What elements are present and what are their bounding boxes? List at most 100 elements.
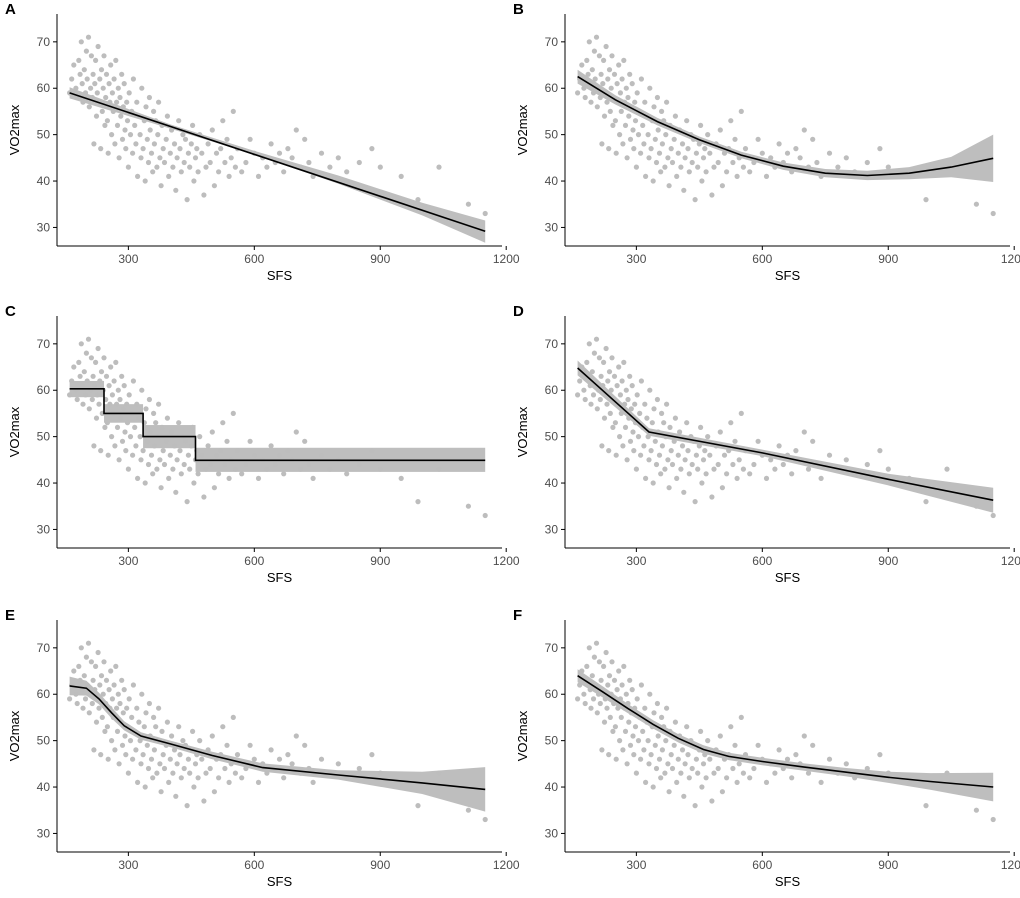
- data-point: [593, 34, 600, 40]
- data-point: [197, 434, 203, 440]
- data-point: [268, 141, 274, 147]
- data-point: [645, 434, 651, 440]
- data-point: [684, 724, 690, 730]
- data-point: [101, 53, 107, 59]
- data-point: [590, 696, 597, 702]
- panel-e: E 300 600 900 1200 30 40 50 60 70 SFS VO2max: [5, 607, 520, 889]
- data-point: [591, 654, 598, 660]
- data-point: [843, 155, 849, 161]
- data-point: [82, 90, 89, 96]
- data-point: [724, 169, 730, 175]
- data-point: [776, 443, 782, 449]
- data-point: [826, 150, 833, 156]
- data-point: [89, 396, 95, 403]
- data-point: [588, 99, 594, 105]
- data-point: [106, 383, 112, 389]
- data-point: [136, 719, 142, 725]
- fit-line: [577, 75, 994, 177]
- data-point: [592, 76, 598, 82]
- data-point: [590, 90, 597, 96]
- data-point: [596, 355, 603, 361]
- data-point: [281, 471, 287, 477]
- data-point: [174, 457, 180, 463]
- data-point: [126, 696, 132, 702]
- data-point: [642, 401, 648, 407]
- data-point: [137, 434, 143, 440]
- data-point: [96, 705, 102, 711]
- x-tick-label: 300: [118, 858, 138, 872]
- confidence-ribbon: [577, 69, 994, 182]
- data-point: [678, 466, 684, 472]
- data-point: [84, 76, 90, 82]
- data-point: [626, 415, 632, 421]
- data-point: [864, 765, 870, 772]
- data-point: [243, 159, 249, 166]
- data-point: [625, 396, 631, 403]
- data-point: [228, 761, 234, 767]
- panel-a: A 300 600 900 1200 30 40 50 60 70 SFS VO2max: [5, 1, 520, 283]
- data-point: [157, 457, 163, 463]
- data-point: [810, 136, 816, 142]
- data-point: [681, 489, 687, 495]
- data-point: [144, 742, 150, 748]
- data-point: [103, 677, 110, 683]
- data-point: [190, 728, 196, 735]
- data-point: [852, 775, 858, 781]
- data-point: [293, 127, 299, 133]
- data-point: [154, 770, 160, 776]
- data-point: [674, 173, 680, 179]
- data-point: [648, 448, 654, 454]
- data-point: [93, 359, 99, 365]
- data-point: [631, 448, 637, 454]
- data-point: [71, 62, 77, 68]
- data-point: [84, 682, 90, 688]
- data-point: [703, 775, 709, 781]
- data-point: [597, 700, 603, 707]
- data-point: [715, 461, 721, 468]
- data-point: [255, 779, 262, 786]
- data-point: [711, 770, 717, 776]
- data-point: [604, 99, 610, 105]
- data-point: [759, 150, 765, 156]
- data-point: [88, 85, 94, 91]
- data-point: [98, 752, 104, 758]
- data-point: [582, 396, 588, 403]
- data-point: [160, 146, 166, 152]
- data-point: [195, 775, 201, 781]
- data-point: [129, 714, 135, 721]
- data-point: [211, 183, 217, 189]
- data-point: [140, 448, 146, 454]
- data-point: [681, 187, 687, 193]
- data-point: [629, 687, 635, 693]
- data-point: [618, 714, 624, 721]
- data-point: [601, 113, 608, 119]
- data-point: [157, 155, 163, 161]
- data-point: [692, 499, 698, 505]
- data-point: [188, 141, 194, 147]
- data-point: [194, 146, 200, 152]
- data-point: [465, 503, 471, 509]
- data-point: [633, 770, 640, 776]
- data-point: [577, 682, 583, 688]
- data-point: [864, 159, 870, 166]
- data-point: [281, 775, 287, 781]
- data-point: [176, 724, 182, 730]
- data-point: [990, 816, 996, 823]
- data-point: [784, 756, 791, 762]
- data-point: [145, 461, 152, 468]
- data-point: [614, 383, 620, 389]
- data-point: [877, 146, 883, 152]
- data-point: [589, 369, 595, 375]
- data-point: [83, 654, 89, 660]
- data-point: [105, 756, 111, 762]
- data-point: [114, 401, 120, 407]
- data-point: [213, 756, 220, 762]
- x-tick-label: 1200: [493, 252, 520, 266]
- data-point: [201, 192, 207, 198]
- data-point: [598, 677, 604, 683]
- data-point: [91, 141, 97, 147]
- data-point: [169, 733, 175, 739]
- data-point: [114, 728, 121, 735]
- data-point: [268, 443, 274, 449]
- data-point: [655, 127, 661, 133]
